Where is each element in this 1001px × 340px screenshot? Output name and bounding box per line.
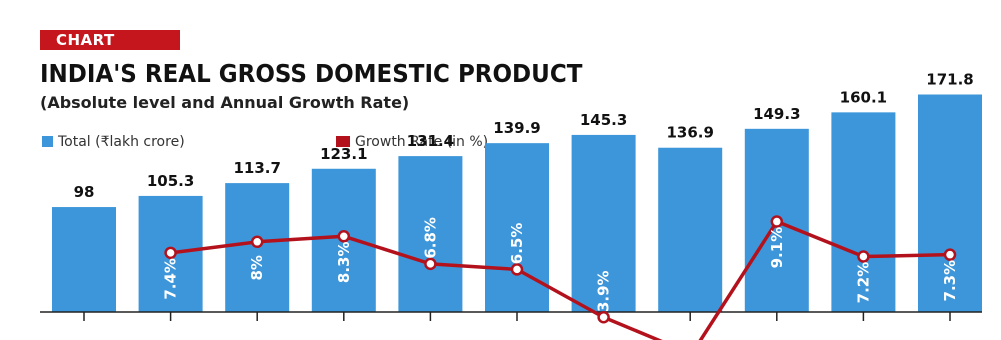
growth-value-label: 8% xyxy=(248,255,266,280)
growth-point xyxy=(770,215,784,228)
legend-label-growth: Growth Rate (in %) xyxy=(355,134,488,150)
growth-value-label: 7.3% xyxy=(941,260,959,302)
bar-value-label: 171.8 xyxy=(926,71,973,89)
growth-point xyxy=(597,310,610,324)
bar-value-label: 136.9 xyxy=(666,124,713,142)
legend-swatch-growth xyxy=(336,136,350,147)
growth-value-label: 6.8% xyxy=(421,217,439,259)
bar-value-label: 149.3 xyxy=(753,105,800,123)
chart-badge: CHART xyxy=(40,30,180,50)
bar-value-label: 131.4 xyxy=(407,132,454,150)
growth-value-label: 3.9% xyxy=(595,270,613,312)
growth-point xyxy=(857,250,870,263)
growth-value-label: 7.4% xyxy=(162,258,180,300)
bar-value-label: 145.3 xyxy=(580,111,627,129)
legend-label-total: Total (₹lakh crore) xyxy=(57,134,185,150)
bar-value-label: 139.9 xyxy=(493,119,540,137)
growth-value-label: 6.5% xyxy=(508,223,526,265)
bar xyxy=(918,94,982,312)
chart-subtitle: (Absolute level and Annual Growth Rate) xyxy=(40,93,410,112)
growth-point xyxy=(164,246,177,260)
growth-point xyxy=(424,257,437,271)
growth-point xyxy=(337,230,351,243)
growth-point xyxy=(943,248,957,261)
growth-line-segment xyxy=(698,219,951,340)
bar xyxy=(658,147,723,312)
growth-value-label: 8.3% xyxy=(335,241,353,283)
bar-value-label: 113.7 xyxy=(233,159,280,177)
bar xyxy=(52,207,116,312)
growth-value-label: 7.2% xyxy=(854,262,872,304)
bar xyxy=(571,134,636,312)
bar-value-label: 123.1 xyxy=(320,145,367,163)
growth-point xyxy=(510,263,524,276)
growth-point xyxy=(250,235,264,249)
bar-value-label: 105.3 xyxy=(147,172,194,190)
legend-swatch-total xyxy=(42,136,53,147)
chart-title: INDIA'S REAL GROSS DOMESTIC PRODUCT xyxy=(40,59,583,88)
bar-value-label: 98 xyxy=(74,183,95,201)
bar xyxy=(831,112,896,312)
growth-value-label: 9.1% xyxy=(768,227,786,269)
bar-value-label: 160.1 xyxy=(840,88,887,106)
bar xyxy=(398,156,463,312)
bar xyxy=(485,143,549,312)
